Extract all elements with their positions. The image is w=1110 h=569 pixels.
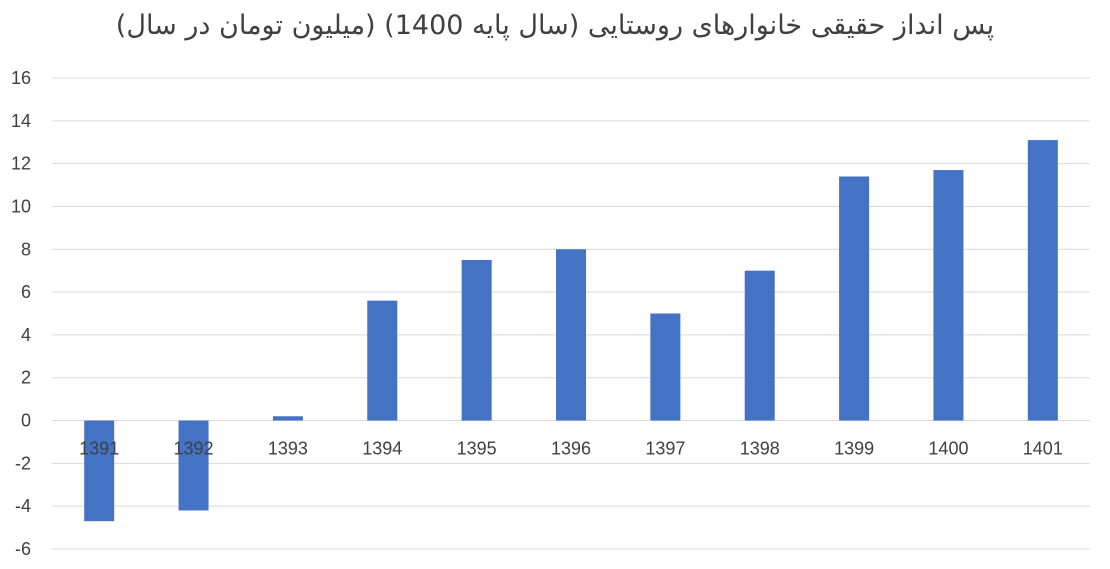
bar-1395 — [461, 259, 492, 421]
bar-1398 — [744, 270, 775, 421]
y-tick-label: 4 — [21, 325, 31, 345]
y-tick-label: 14 — [11, 111, 31, 131]
x-tick-label: 1394 — [362, 439, 402, 459]
x-tick-label: 1396 — [551, 439, 591, 459]
x-axis-tick-labels: 1391 1392 1393 1394 1395 1396 1397 1398 1399 1400… — [79, 439, 1063, 459]
y-tick-label: -6 — [15, 539, 31, 559]
x-tick-label: 1397 — [645, 439, 685, 459]
x-tick-label: 1398 — [740, 439, 780, 459]
bars — [84, 140, 1058, 522]
y-tick-label: 0 — [21, 411, 31, 431]
y-tick-label: 8 — [21, 239, 31, 259]
bar-1394 — [367, 300, 398, 421]
bar-1392 — [178, 420, 209, 511]
bar-1396 — [556, 249, 586, 421]
x-tick-label: 1392 — [174, 439, 214, 459]
x-tick-label: 1400 — [928, 439, 968, 459]
y-tick-label: -4 — [15, 496, 31, 516]
y-tick-label: 10 — [11, 196, 31, 216]
y-tick-label: 2 — [21, 368, 31, 388]
x-tick-label: 1391 — [79, 439, 119, 459]
chart-title: پس انداز حقیقی خانوارهای روستایی (سال پا… — [115, 10, 995, 41]
y-tick-label: -2 — [15, 453, 31, 473]
bar-1397 — [650, 313, 681, 421]
bar-1399 — [839, 176, 870, 421]
bar-1393 — [272, 416, 303, 421]
x-tick-label: 1393 — [268, 439, 308, 459]
x-tick-label: 1399 — [834, 439, 874, 459]
bar-1400 — [933, 170, 964, 421]
y-axis-tick-labels: -6 -4 -2 0 2 4 6 8 10 12 14 16 — [11, 68, 31, 559]
y-tick-label: 16 — [11, 68, 31, 88]
y-tick-label: 6 — [21, 282, 31, 302]
x-tick-label: 1395 — [457, 439, 497, 459]
x-tick-label: 1401 — [1023, 439, 1063, 459]
y-tick-label: 12 — [11, 154, 31, 174]
bar-1401 — [1027, 140, 1058, 421]
bar-1391 — [84, 420, 115, 522]
